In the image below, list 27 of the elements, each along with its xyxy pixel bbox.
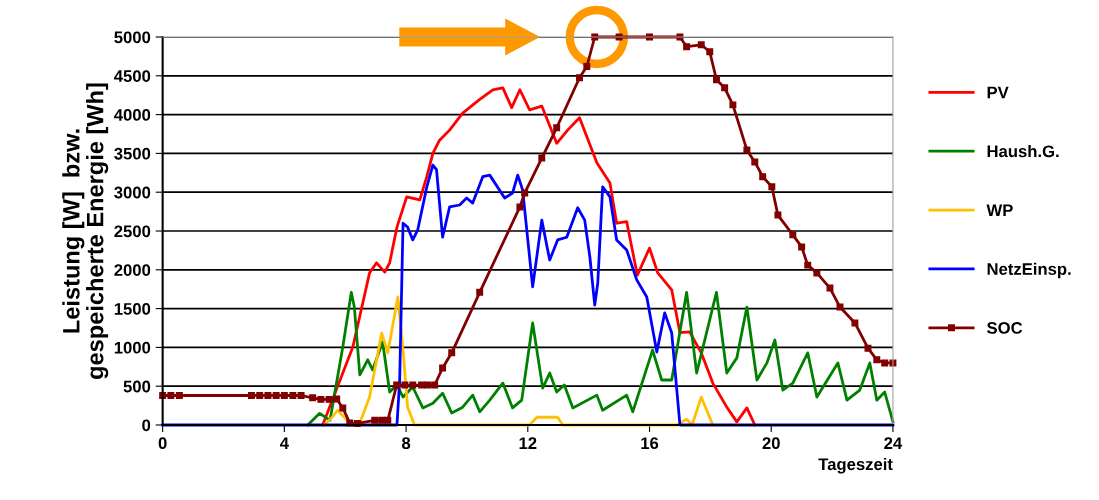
x-tick-label: 4 (279, 437, 289, 449)
line-series (321, 86, 757, 427)
x-axis-title: Tageszeit (818, 457, 893, 474)
legend-label: PV (987, 86, 1009, 99)
x-tick-label: 12 (519, 437, 537, 449)
y-tick-label: 3500 (114, 147, 151, 160)
legend-label: WP (986, 204, 1013, 216)
y-tick-label: 2500 (114, 225, 151, 238)
x-tick-label: 20 (762, 437, 780, 450)
y-tick-label: 4000 (114, 109, 151, 121)
legend-label: Haush.G. (987, 144, 1059, 158)
x-tick-label: 16 (641, 437, 659, 450)
line-series (306, 290, 895, 427)
y-tick-label: 2000 (114, 264, 151, 276)
y-tick-label: 5000 (114, 31, 151, 44)
x-tick-label: 24 (884, 437, 903, 449)
x-tick-label: 8 (401, 437, 411, 450)
y-tick-label: 4500 (114, 70, 151, 82)
legend-label: SOC (986, 322, 1023, 334)
y-tick-label: 1000 (114, 341, 151, 354)
y-tick-label: 1500 (114, 303, 151, 315)
y-tick-label: 500 (123, 380, 151, 393)
legend-label: NetzEinsp. (987, 262, 1071, 279)
y-tick-label: 0 (142, 419, 151, 432)
x-tick-label: 0 (158, 437, 167, 450)
y-axis-title: Leistung [W] bzw. gespeicherte Energie [Wh] (62, 83, 109, 379)
y-tick-label: 3000 (114, 186, 151, 199)
